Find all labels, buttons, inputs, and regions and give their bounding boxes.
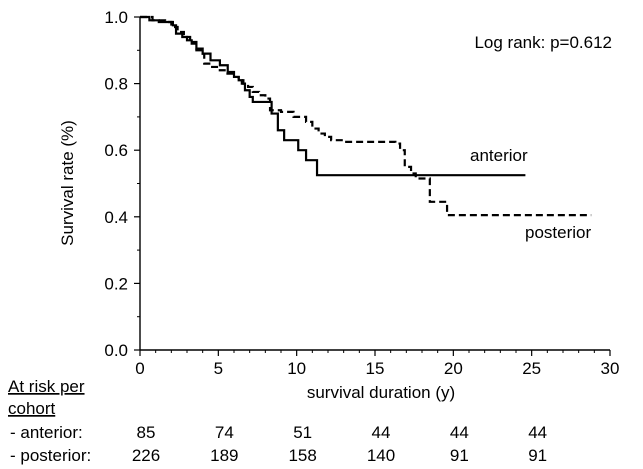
x-tick-label: 10 xyxy=(287,359,306,378)
y-tick-label: 0.4 xyxy=(104,208,128,227)
x-tick-label: 25 xyxy=(522,359,541,378)
axis-ticks: 0 5 10 15 20 25 30 0.0 0.2 0.4 0.6 0.8 1.0 xyxy=(104,8,619,378)
y-tick-label: 0.6 xyxy=(104,141,128,160)
at-risk-row-label: - anterior: xyxy=(10,423,83,442)
at-risk-cell: 158 xyxy=(288,446,316,465)
y-tick-label: 1.0 xyxy=(104,8,128,27)
at-risk-cell: 226 xyxy=(132,446,160,465)
at-risk-cell: 85 xyxy=(137,423,156,442)
y-tick-label: 0.8 xyxy=(104,75,128,94)
series-label-anterior: anterior xyxy=(470,146,528,165)
x-tick-label: 20 xyxy=(444,359,463,378)
at-risk-row-label: - posterior: xyxy=(10,446,91,465)
at-risk-cell: 91 xyxy=(450,446,469,465)
series-label-posterior: posterior xyxy=(525,223,591,242)
at-risk-table: - anterior: 85 74 51 44 44 44 - posterior: 226 18… xyxy=(10,423,547,465)
at-risk-heading-line1: At risk per xyxy=(8,377,85,396)
at-risk-cell: 44 xyxy=(528,423,547,442)
at-risk-cell: 140 xyxy=(367,446,395,465)
at-risk-cell: 44 xyxy=(372,423,391,442)
x-tick-label: 5 xyxy=(214,359,223,378)
log-rank-annotation: Log rank: p=0.612 xyxy=(474,33,612,52)
y-tick-label: 0.0 xyxy=(104,341,128,360)
at-risk-heading-line2: cohort xyxy=(8,399,56,418)
x-tick-label: 30 xyxy=(601,359,620,378)
survival-curves xyxy=(140,15,592,217)
at-risk-cell: 44 xyxy=(450,423,469,442)
at-risk-cell: 74 xyxy=(215,423,234,442)
y-axis-label: Survival rate (%) xyxy=(58,120,77,246)
x-tick-label: 15 xyxy=(366,359,385,378)
at-risk-cell: 51 xyxy=(293,423,312,442)
series-line-posterior xyxy=(140,15,592,217)
plot-axes xyxy=(139,17,610,351)
x-tick-label: 0 xyxy=(135,359,144,378)
series-line-anterior xyxy=(140,15,526,177)
at-risk-cell: 91 xyxy=(528,446,547,465)
y-tick-label: 0.2 xyxy=(104,274,128,293)
at-risk-cell: 189 xyxy=(210,446,238,465)
x-axis-label: survival duration (y) xyxy=(307,383,455,402)
